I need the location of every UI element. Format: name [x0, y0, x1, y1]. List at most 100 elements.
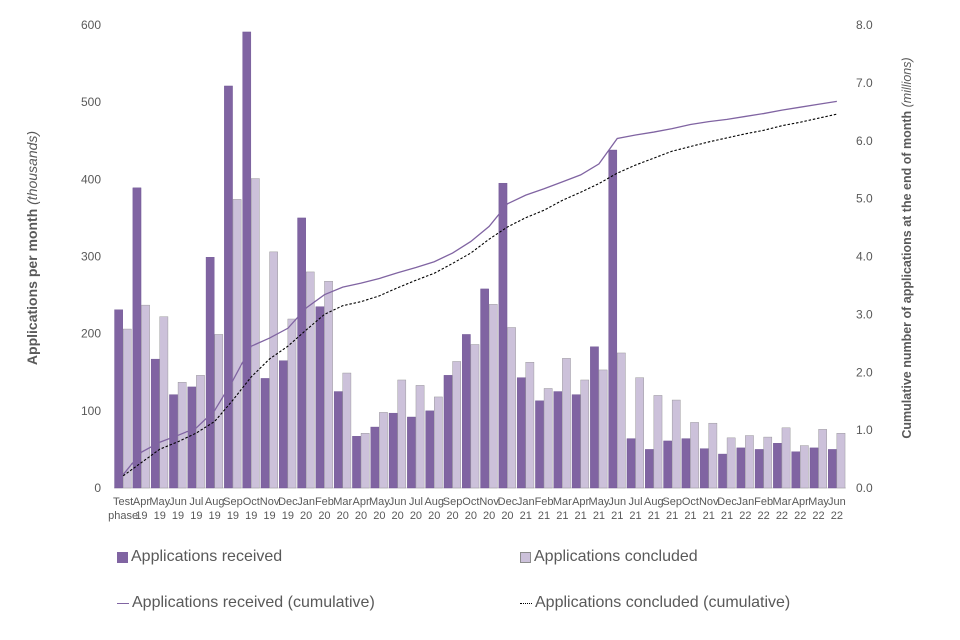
x-tick-label: Apr 21	[572, 496, 589, 522]
bar-received	[809, 447, 819, 489]
y2-tick-label: 0.0	[856, 481, 873, 495]
y2-tick-label: 4.0	[856, 250, 873, 264]
x-tick-label: Aug 19	[205, 496, 225, 522]
bar-concluded	[397, 379, 407, 489]
bar-concluded	[708, 422, 718, 489]
bar-received	[791, 451, 801, 489]
bar-received	[279, 360, 288, 489]
bar-received	[608, 149, 618, 489]
x-tick-label: Apr 19	[133, 496, 150, 522]
legend-label-concluded: Applications concluded	[534, 548, 698, 565]
bar-concluded	[434, 396, 443, 489]
bar-concluded	[525, 362, 535, 489]
bar-received	[132, 187, 142, 489]
bar-received	[626, 438, 636, 489]
right-axis-ticks: 0.0 1.0 2.0 3.0 4.0 5.0 6.0 7.0 8.0	[856, 18, 873, 495]
bar-concluded	[324, 280, 333, 489]
bar-concluded	[635, 377, 644, 489]
legend-line-received-cumulative	[117, 602, 129, 604]
bar-received	[333, 391, 343, 489]
x-tick-label: Mar 20	[333, 496, 352, 522]
bar-received	[297, 217, 306, 489]
bar-concluded	[818, 429, 827, 489]
bar-received	[590, 346, 599, 489]
bar-concluded	[653, 395, 663, 489]
bar-received	[425, 410, 435, 489]
line-concluded-cumulative	[122, 113, 837, 477]
x-tick-label: May 22	[808, 496, 829, 522]
y-tick-label: 600	[81, 18, 101, 32]
legend-label-concluded-cumulative: Applications concluded (cumulative)	[535, 594, 791, 611]
bar-concluded	[305, 271, 315, 489]
bar-received	[736, 447, 746, 489]
bar-concluded	[781, 427, 791, 489]
legend-item-concluded: Applications concluded	[520, 548, 698, 566]
x-tick-label: Dec 21	[717, 496, 737, 522]
x-tick-label: Oct 19	[243, 496, 260, 522]
x-tick-label: Jun 22	[828, 496, 846, 522]
bar-received	[224, 85, 233, 489]
y2-tick-label: 7.0	[856, 76, 873, 90]
y-axis-title: Applications per month (thousands)	[24, 131, 40, 365]
x-tick-label: Sep 21	[662, 496, 682, 522]
bar-received	[773, 443, 782, 489]
y2-tick-label: 3.0	[856, 307, 873, 321]
bar-concluded	[159, 316, 169, 489]
line-received-cumulative	[122, 100, 837, 476]
bar-concluded	[507, 327, 516, 489]
bar-received	[681, 438, 691, 489]
bar-concluded	[580, 379, 590, 489]
y2-tick-label: 1.0	[856, 423, 873, 437]
bar-received	[187, 386, 197, 489]
bar-concluded	[617, 352, 626, 489]
left-axis-ticks: 0 100 200 300 400 500 600	[81, 18, 101, 495]
legend-item-received-cumulative: Applications received (cumulative)	[117, 594, 375, 612]
x-tick-label: Mar 21	[553, 496, 572, 522]
x-tick-label: Jul 21	[629, 496, 643, 522]
bar-received	[754, 449, 764, 489]
bar-received	[828, 449, 837, 489]
x-tick-label: Apr 20	[352, 496, 369, 522]
bar-concluded	[196, 375, 205, 489]
x-tick-label: Jun 19	[169, 496, 187, 522]
bar-received	[699, 448, 709, 489]
x-tick-label: Mar 22	[772, 496, 791, 522]
bar-concluded	[379, 412, 388, 489]
bar-concluded	[671, 399, 681, 489]
legend-label-received-cumulative: Applications received (cumulative)	[132, 594, 375, 611]
bar-concluded	[562, 358, 571, 489]
bar-concluded	[232, 199, 242, 489]
bar-received	[352, 436, 361, 489]
y2-tick-label: 8.0	[856, 18, 873, 32]
bar-received	[407, 416, 416, 489]
legend-swatch-concluded	[520, 551, 531, 563]
y2-tick-label: 2.0	[856, 365, 873, 379]
x-tick-label: Jul 19	[189, 496, 203, 522]
bar-concluded	[836, 433, 846, 489]
lines-group	[122, 100, 837, 477]
x-tick-label: Jan 20	[297, 496, 315, 522]
legend-swatch-received	[117, 551, 128, 563]
x-tick-label: Jan 21	[517, 496, 535, 522]
x-tick-label: Oct 21	[682, 496, 699, 522]
y-tick-label: 200	[81, 327, 101, 341]
bar-received	[260, 378, 270, 489]
bar-concluded	[360, 433, 370, 489]
bar-concluded	[488, 304, 498, 489]
x-tick-label: Feb 20	[315, 496, 334, 522]
bar-concluded	[141, 304, 150, 489]
bar-concluded	[287, 318, 297, 489]
x-tick-label: May 21	[589, 496, 610, 522]
bar-concluded	[745, 435, 754, 489]
x-tick-label: Aug 20	[424, 496, 444, 522]
bar-concluded	[726, 437, 736, 489]
x-tick-label: Test phase	[108, 496, 138, 522]
x-tick-label: Dec 19	[278, 496, 298, 522]
bar-concluded	[122, 328, 132, 489]
y-tick-label: 100	[81, 404, 101, 418]
x-tick-label: Jun 20	[389, 496, 407, 522]
x-tick-label: Sep 19	[223, 496, 243, 522]
bar-concluded	[690, 422, 699, 489]
